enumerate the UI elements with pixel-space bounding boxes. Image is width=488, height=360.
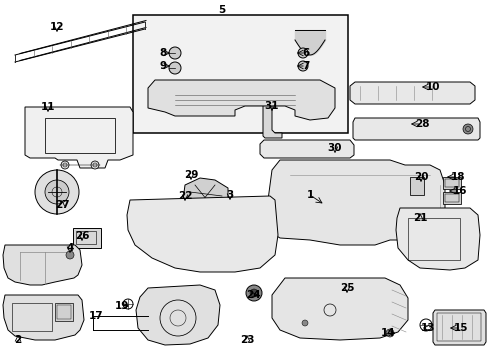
- Text: 23: 23: [239, 335, 254, 345]
- Circle shape: [385, 329, 393, 337]
- Polygon shape: [395, 208, 479, 270]
- Circle shape: [249, 289, 258, 297]
- Circle shape: [245, 285, 262, 301]
- Text: 8: 8: [159, 48, 166, 58]
- Circle shape: [66, 251, 74, 259]
- Text: 19: 19: [115, 301, 129, 311]
- Bar: [55, 303, 73, 321]
- Bar: [12, 303, 52, 331]
- Text: 20: 20: [413, 172, 427, 182]
- Polygon shape: [432, 310, 485, 345]
- Text: 1: 1: [306, 190, 313, 200]
- Text: 14: 14: [380, 328, 394, 338]
- Bar: [57, 305, 71, 319]
- Bar: [442, 192, 460, 204]
- Text: 21: 21: [412, 213, 427, 223]
- Circle shape: [302, 320, 307, 326]
- Polygon shape: [267, 160, 444, 245]
- Bar: [76, 231, 96, 244]
- Text: 22: 22: [177, 191, 192, 201]
- Text: 24: 24: [245, 290, 260, 300]
- Text: 7: 7: [302, 61, 309, 71]
- Text: 13: 13: [420, 323, 434, 333]
- Text: 27: 27: [55, 200, 69, 210]
- Text: 10: 10: [425, 82, 439, 92]
- Bar: [444, 179, 458, 187]
- Circle shape: [297, 48, 307, 58]
- Polygon shape: [260, 140, 353, 158]
- Circle shape: [169, 47, 181, 59]
- Text: 3: 3: [226, 190, 233, 200]
- Text: 12: 12: [50, 22, 64, 32]
- Text: 11: 11: [41, 102, 55, 112]
- Bar: [407, 218, 459, 260]
- Polygon shape: [127, 196, 278, 272]
- Text: 18: 18: [450, 172, 464, 182]
- Text: 9: 9: [159, 61, 166, 71]
- Text: 31: 31: [264, 101, 279, 111]
- Text: 4: 4: [66, 243, 74, 253]
- Bar: [436, 313, 480, 341]
- Polygon shape: [349, 82, 474, 104]
- Circle shape: [61, 161, 69, 169]
- Bar: [45, 118, 115, 153]
- Circle shape: [297, 61, 307, 71]
- Text: 2: 2: [14, 335, 21, 345]
- Polygon shape: [148, 80, 334, 120]
- Text: 6: 6: [302, 48, 309, 58]
- Text: 15: 15: [453, 323, 468, 333]
- Bar: [73, 228, 101, 248]
- Text: 26: 26: [75, 231, 89, 241]
- Polygon shape: [263, 100, 282, 138]
- Polygon shape: [3, 295, 84, 340]
- Polygon shape: [271, 278, 407, 340]
- Text: 25: 25: [339, 283, 353, 293]
- Text: 17: 17: [88, 311, 103, 321]
- Polygon shape: [183, 178, 227, 212]
- Text: 29: 29: [183, 170, 198, 180]
- Polygon shape: [3, 245, 82, 285]
- Circle shape: [45, 180, 69, 204]
- Bar: [409, 177, 423, 195]
- Bar: [444, 194, 458, 202]
- Circle shape: [91, 161, 99, 169]
- Polygon shape: [136, 285, 220, 345]
- Circle shape: [169, 62, 181, 74]
- Bar: [442, 177, 460, 189]
- Circle shape: [35, 170, 79, 214]
- Circle shape: [462, 124, 472, 134]
- Circle shape: [226, 198, 237, 208]
- Text: 30: 30: [327, 143, 342, 153]
- Polygon shape: [352, 118, 479, 140]
- Text: 28: 28: [414, 119, 428, 129]
- Bar: [133, 15, 347, 133]
- Text: 16: 16: [452, 186, 467, 196]
- Text: 5: 5: [218, 5, 225, 15]
- Polygon shape: [25, 107, 133, 168]
